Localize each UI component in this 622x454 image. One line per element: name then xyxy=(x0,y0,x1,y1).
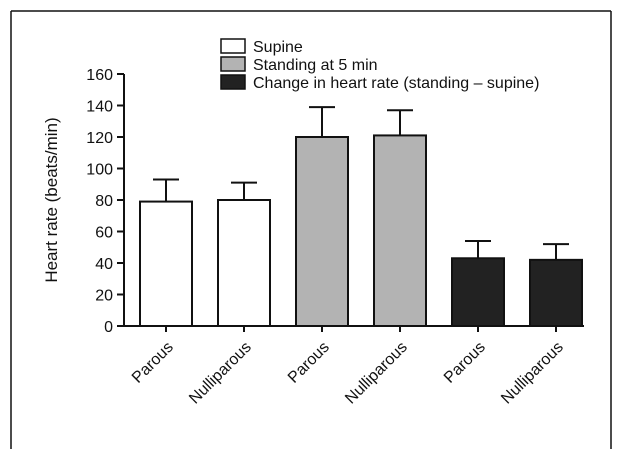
bar xyxy=(373,134,427,327)
legend-label: Standing at 5 min xyxy=(253,57,378,74)
y-tick-label: 20 xyxy=(95,288,113,305)
bars-group xyxy=(139,106,583,332)
legend-label: Change in heart rate (standing – supine) xyxy=(253,75,539,92)
legend-label: Supine xyxy=(253,39,303,56)
bar xyxy=(217,199,271,327)
y-tick-label: 140 xyxy=(86,99,113,116)
y-tick-label: 60 xyxy=(95,225,113,242)
bar xyxy=(139,200,193,327)
bar xyxy=(529,258,583,328)
x-tick-label: Nulliparous xyxy=(186,339,255,408)
y-tick-label: 160 xyxy=(86,67,113,84)
x-tick-label: Nulliparous xyxy=(498,339,567,408)
legend-swatch xyxy=(220,56,246,72)
x-tick-label: Parous xyxy=(441,339,489,387)
y-axis-label: Heart rate (beats/min) xyxy=(42,117,61,282)
y-tick-label: 0 xyxy=(104,319,113,336)
y-tick-label: 40 xyxy=(95,256,113,273)
x-tick-labels: Parous Nulliparous Parous Nulliparous Parous… xyxy=(129,339,567,408)
x-tick-label: Parous xyxy=(285,339,333,387)
bar xyxy=(295,136,349,327)
legend-swatch xyxy=(220,38,246,54)
y-tick-label: 120 xyxy=(86,130,113,147)
x-tick-label: Nulliparous xyxy=(342,339,411,408)
y-tick-label: 80 xyxy=(95,193,113,210)
legend-swatch xyxy=(220,74,246,90)
x-tick-label: Parous xyxy=(129,339,177,387)
bar xyxy=(451,257,505,327)
y-tick-label: 100 xyxy=(86,162,113,179)
axes: 0 20 40 60 80 100 120 140 160 xyxy=(86,67,584,336)
